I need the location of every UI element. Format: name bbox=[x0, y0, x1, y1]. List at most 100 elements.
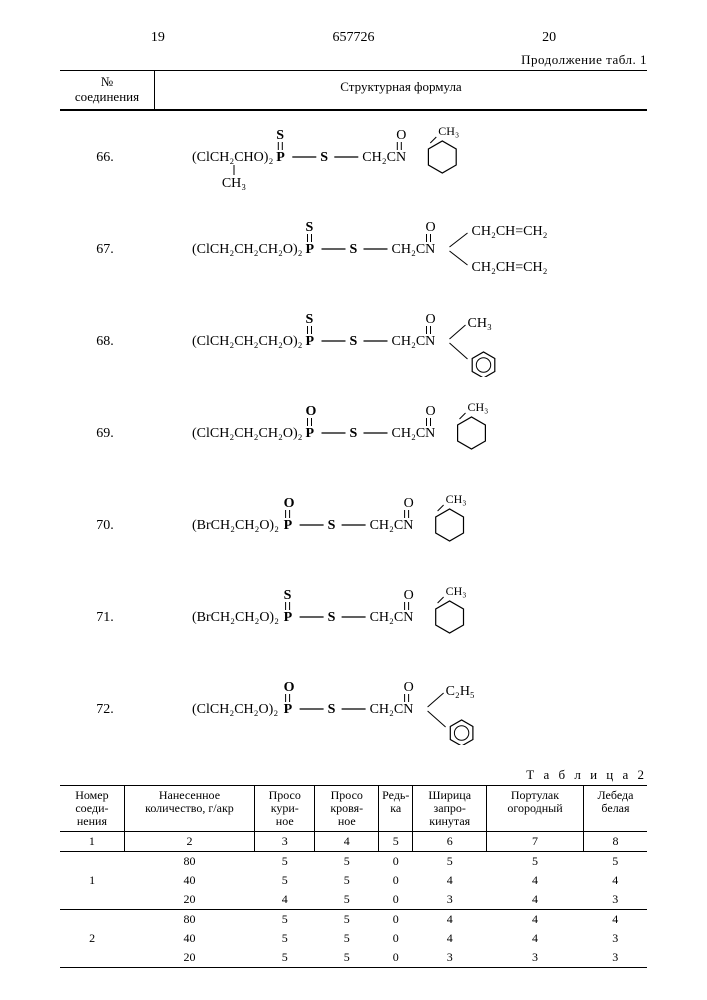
t2-cell: 5 bbox=[255, 910, 315, 930]
svg-text:CH₂CN: CH₂CN bbox=[369, 702, 413, 717]
t2-cell: 0 bbox=[379, 890, 413, 910]
continuation-label: Продолжение табл. 1 bbox=[60, 52, 647, 68]
svg-text:S: S bbox=[349, 426, 357, 441]
svg-text:S: S bbox=[349, 242, 357, 257]
t2-colnum: 6 bbox=[413, 832, 487, 852]
t2-cell: 5 bbox=[315, 910, 379, 930]
svg-text:S: S bbox=[327, 518, 335, 533]
t2-header: Ширица запро-кинутая bbox=[413, 785, 487, 832]
t2-cell: 4 bbox=[487, 890, 584, 910]
compound-row: 67.(ClCH₂CH₂CH₂O)₂PSSCH₂CNOCH₂CH=CH₂CH₂C… bbox=[60, 215, 647, 285]
svg-text:CH₃: CH₃ bbox=[438, 124, 459, 138]
svg-text:S: S bbox=[327, 702, 335, 717]
t2-header: Портулак огородный bbox=[487, 785, 584, 832]
svg-text:(ClCH₂CH₂O)₂: (ClCH₂CH₂O)₂ bbox=[192, 702, 278, 717]
svg-text:S: S bbox=[276, 128, 284, 143]
svg-text:C₂H₅: C₂H₅ bbox=[445, 684, 474, 699]
t2-row: 80550555 bbox=[60, 852, 647, 872]
svg-text:CH₂CN: CH₂CN bbox=[369, 518, 413, 533]
table2-title: Т а б л и ц а 2 bbox=[60, 767, 647, 783]
t2-cell: 4 bbox=[413, 929, 487, 948]
structural-formula: (BrCH₂CH₂O)₂PSSCH₂CNOCH₃ bbox=[150, 583, 647, 653]
svg-text:CH₂CN: CH₂CN bbox=[391, 334, 435, 349]
t2-header: Просо кровя-ное bbox=[315, 785, 379, 832]
t2-cell: 40 bbox=[124, 871, 254, 890]
t2-cell: 4 bbox=[255, 890, 315, 910]
svg-text:O: O bbox=[403, 588, 413, 603]
svg-text:(ClCH₂CH₂CH₂O)₂: (ClCH₂CH₂CH₂O)₂ bbox=[192, 426, 303, 441]
table2: Номер соеди-ненияНанесенное количество, … bbox=[60, 785, 647, 969]
page-center: 657726 bbox=[256, 30, 452, 46]
svg-text:(BrCH₂CH₂O)₂: (BrCH₂CH₂O)₂ bbox=[192, 518, 279, 533]
t2-cell: 5 bbox=[583, 852, 647, 872]
t2-cell: 5 bbox=[413, 852, 487, 872]
compound-number: 70. bbox=[60, 518, 150, 534]
t2-group-id: 2 bbox=[60, 929, 124, 948]
t2-cell: 5 bbox=[255, 852, 315, 872]
page-header: 19 657726 20 bbox=[60, 30, 647, 46]
t2-row: 140550444 bbox=[60, 871, 647, 890]
table1-header: № соединения Структурная формула bbox=[60, 70, 647, 110]
t2-cell: 5 bbox=[487, 852, 584, 872]
t2-header: Номер соеди-нения bbox=[60, 785, 124, 832]
t2-colnum: 7 bbox=[487, 832, 584, 852]
compound-row: 68.(ClCH₂CH₂CH₂O)₂PSSCH₂CNOCH₃ bbox=[60, 307, 647, 377]
svg-text:O: O bbox=[305, 404, 316, 419]
svg-text:P: P bbox=[283, 610, 292, 625]
svg-text:S: S bbox=[283, 588, 291, 603]
svg-text:CH₂CN: CH₂CN bbox=[391, 426, 435, 441]
svg-text:O: O bbox=[425, 404, 435, 419]
svg-text:O: O bbox=[283, 680, 294, 695]
svg-text:CH₃: CH₃ bbox=[445, 492, 466, 506]
svg-text:CH₂CN: CH₂CN bbox=[362, 150, 406, 165]
t2-header: Редь-ка bbox=[379, 785, 413, 832]
t2-cell: 5 bbox=[315, 948, 379, 968]
t2-cell: 80 bbox=[124, 910, 254, 930]
svg-text:S: S bbox=[320, 150, 328, 165]
t2-cell: 4 bbox=[413, 910, 487, 930]
t2-colnum: 5 bbox=[379, 832, 413, 852]
t2-cell: 5 bbox=[315, 929, 379, 948]
svg-text:O: O bbox=[396, 128, 406, 143]
t2-cell: 5 bbox=[315, 852, 379, 872]
svg-text:S: S bbox=[305, 220, 313, 235]
t1-col2: Структурная формула bbox=[155, 71, 647, 109]
compound-number: 68. bbox=[60, 334, 150, 350]
svg-text:S: S bbox=[305, 312, 313, 327]
svg-text:P: P bbox=[283, 518, 292, 533]
t2-cell: 0 bbox=[379, 871, 413, 890]
svg-text:P: P bbox=[283, 702, 292, 717]
t2-cell: 80 bbox=[124, 852, 254, 872]
t2-cell: 4 bbox=[487, 871, 584, 890]
svg-text:O: O bbox=[425, 220, 435, 235]
svg-text:CH₃: CH₃ bbox=[445, 584, 466, 598]
compound-number: 69. bbox=[60, 426, 150, 442]
compound-row: 70.(BrCH₂CH₂O)₂POSCH₂CNOCH₃ bbox=[60, 491, 647, 561]
structural-formula: (ClCH₂CH₂CH₂O)₂PSSCH₂CNOCH₂CH=CH₂CH₂CH=C… bbox=[150, 215, 647, 285]
structural-formula: (ClCH₂CH₂O)₂POSCH₂CNOC₂H₅ bbox=[150, 675, 647, 745]
t2-cell: 0 bbox=[379, 852, 413, 872]
t2-row: 240550443 bbox=[60, 929, 647, 948]
compound-number: 67. bbox=[60, 242, 150, 258]
svg-text:P: P bbox=[305, 242, 314, 257]
t2-cell: 5 bbox=[315, 871, 379, 890]
structural-formula: (ClCH₂CHO)₂CH₃PSSCH₂CNOCH₃ bbox=[150, 123, 647, 193]
svg-text:CH₂CN: CH₂CN bbox=[391, 242, 435, 257]
t1-col1-l1: № bbox=[101, 74, 113, 89]
structural-formula: (ClCH₂CH₂CH₂O)₂PSSCH₂CNOCH₃ bbox=[150, 307, 647, 377]
svg-text:(ClCH₂CH₂CH₂O)₂: (ClCH₂CH₂CH₂O)₂ bbox=[192, 334, 303, 349]
svg-text:CH₂CN: CH₂CN bbox=[369, 610, 413, 625]
t2-row: 20550333 bbox=[60, 948, 647, 968]
t2-cell: 3 bbox=[583, 948, 647, 968]
t2-row: 20450343 bbox=[60, 890, 647, 910]
t2-cell: 5 bbox=[255, 948, 315, 968]
t2-colnum: 3 bbox=[255, 832, 315, 852]
compound-row: 71.(BrCH₂CH₂O)₂PSSCH₂CNOCH₃ bbox=[60, 583, 647, 653]
t2-cell: 3 bbox=[583, 890, 647, 910]
t2-cell: 5 bbox=[255, 929, 315, 948]
svg-text:O: O bbox=[425, 312, 435, 327]
svg-text:(BrCH₂CH₂O)₂: (BrCH₂CH₂O)₂ bbox=[192, 610, 279, 625]
t2-cell: 4 bbox=[487, 910, 584, 930]
svg-text:CH₃: CH₃ bbox=[467, 316, 491, 331]
t2-cell: 0 bbox=[379, 948, 413, 968]
